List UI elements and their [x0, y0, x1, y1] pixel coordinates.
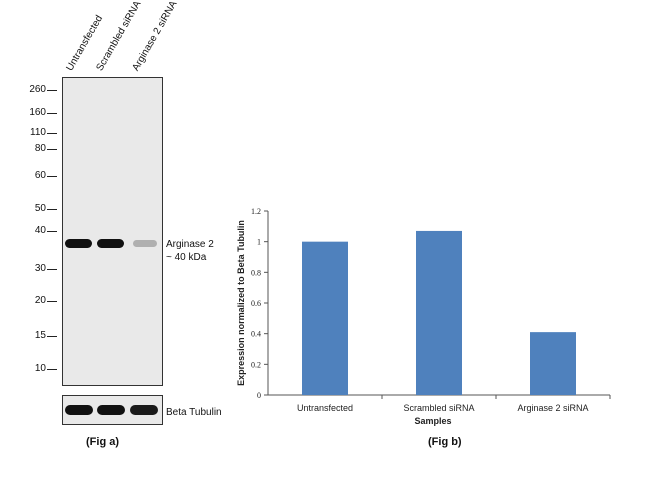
y-tick-label: 1.2	[251, 207, 261, 216]
mw-tick	[47, 133, 57, 134]
mw-tick	[47, 269, 57, 270]
band-annotation-size: ~ 40 kDa	[166, 252, 207, 263]
tubulin-band-scrambled-sirna	[97, 405, 125, 415]
y-axis-title: Expression normalized to Beta Tubulin	[236, 220, 246, 386]
bar-arginase-2-sirna	[530, 332, 576, 395]
y-tick-label: 0.6	[251, 299, 261, 308]
mw-tick	[47, 209, 57, 210]
mw-tick	[47, 336, 57, 337]
mw-40: 40	[34, 225, 46, 236]
fig-a-caption: (Fig a)	[86, 436, 119, 448]
mw-110: 110	[30, 127, 46, 138]
tubulin-band-arginase2-sirna	[130, 405, 158, 415]
mw-tick	[47, 113, 57, 114]
mw-tick	[47, 176, 57, 177]
mw-tick	[47, 149, 57, 150]
x-category-label: Untransfected	[297, 403, 353, 413]
mw-80: 80	[34, 143, 46, 154]
mw-15: 15	[34, 330, 46, 341]
x-category-label: Arginase 2 siRNA	[517, 403, 588, 413]
y-tick-label: 0.8	[251, 268, 261, 277]
mw-60: 60	[34, 170, 46, 181]
mw-10: 10	[34, 363, 46, 374]
band-annotation-protein: Arginase 2	[166, 239, 214, 250]
y-tick-label: 0	[257, 391, 261, 400]
mw-260: 260	[29, 84, 46, 95]
y-tick-label: 0.4	[251, 330, 261, 339]
x-axis-title: Samples	[414, 416, 451, 426]
bar-scrambled-sirna	[416, 230, 462, 395]
mw-tick	[47, 90, 57, 91]
band-scrambled-sirna	[97, 239, 124, 248]
mw-20: 20	[34, 295, 46, 306]
band-arginase2-sirna	[133, 240, 157, 247]
fig-b-caption: (Fig b)	[428, 436, 462, 448]
band-untransfected	[65, 239, 92, 248]
main-blot-image	[62, 77, 163, 386]
band-annotation: Arginase 2 ~ 40 kDa	[166, 238, 214, 264]
loading-control-blot	[62, 395, 163, 425]
mw-30: 30	[34, 263, 46, 274]
mw-tick	[47, 369, 57, 370]
tubulin-band-untransfected	[65, 405, 93, 415]
mw-50: 50	[34, 203, 46, 214]
y-tick-label: 0.2	[251, 360, 261, 369]
bar-untransfected	[302, 241, 348, 395]
mw-tick	[47, 301, 57, 302]
y-tick-label: 1	[257, 238, 261, 247]
loading-control-label: Beta Tubulin	[166, 407, 222, 418]
mw-160: 160	[29, 107, 46, 118]
mw-tick	[47, 231, 57, 232]
x-category-label: Scrambled siRNA	[403, 403, 474, 413]
